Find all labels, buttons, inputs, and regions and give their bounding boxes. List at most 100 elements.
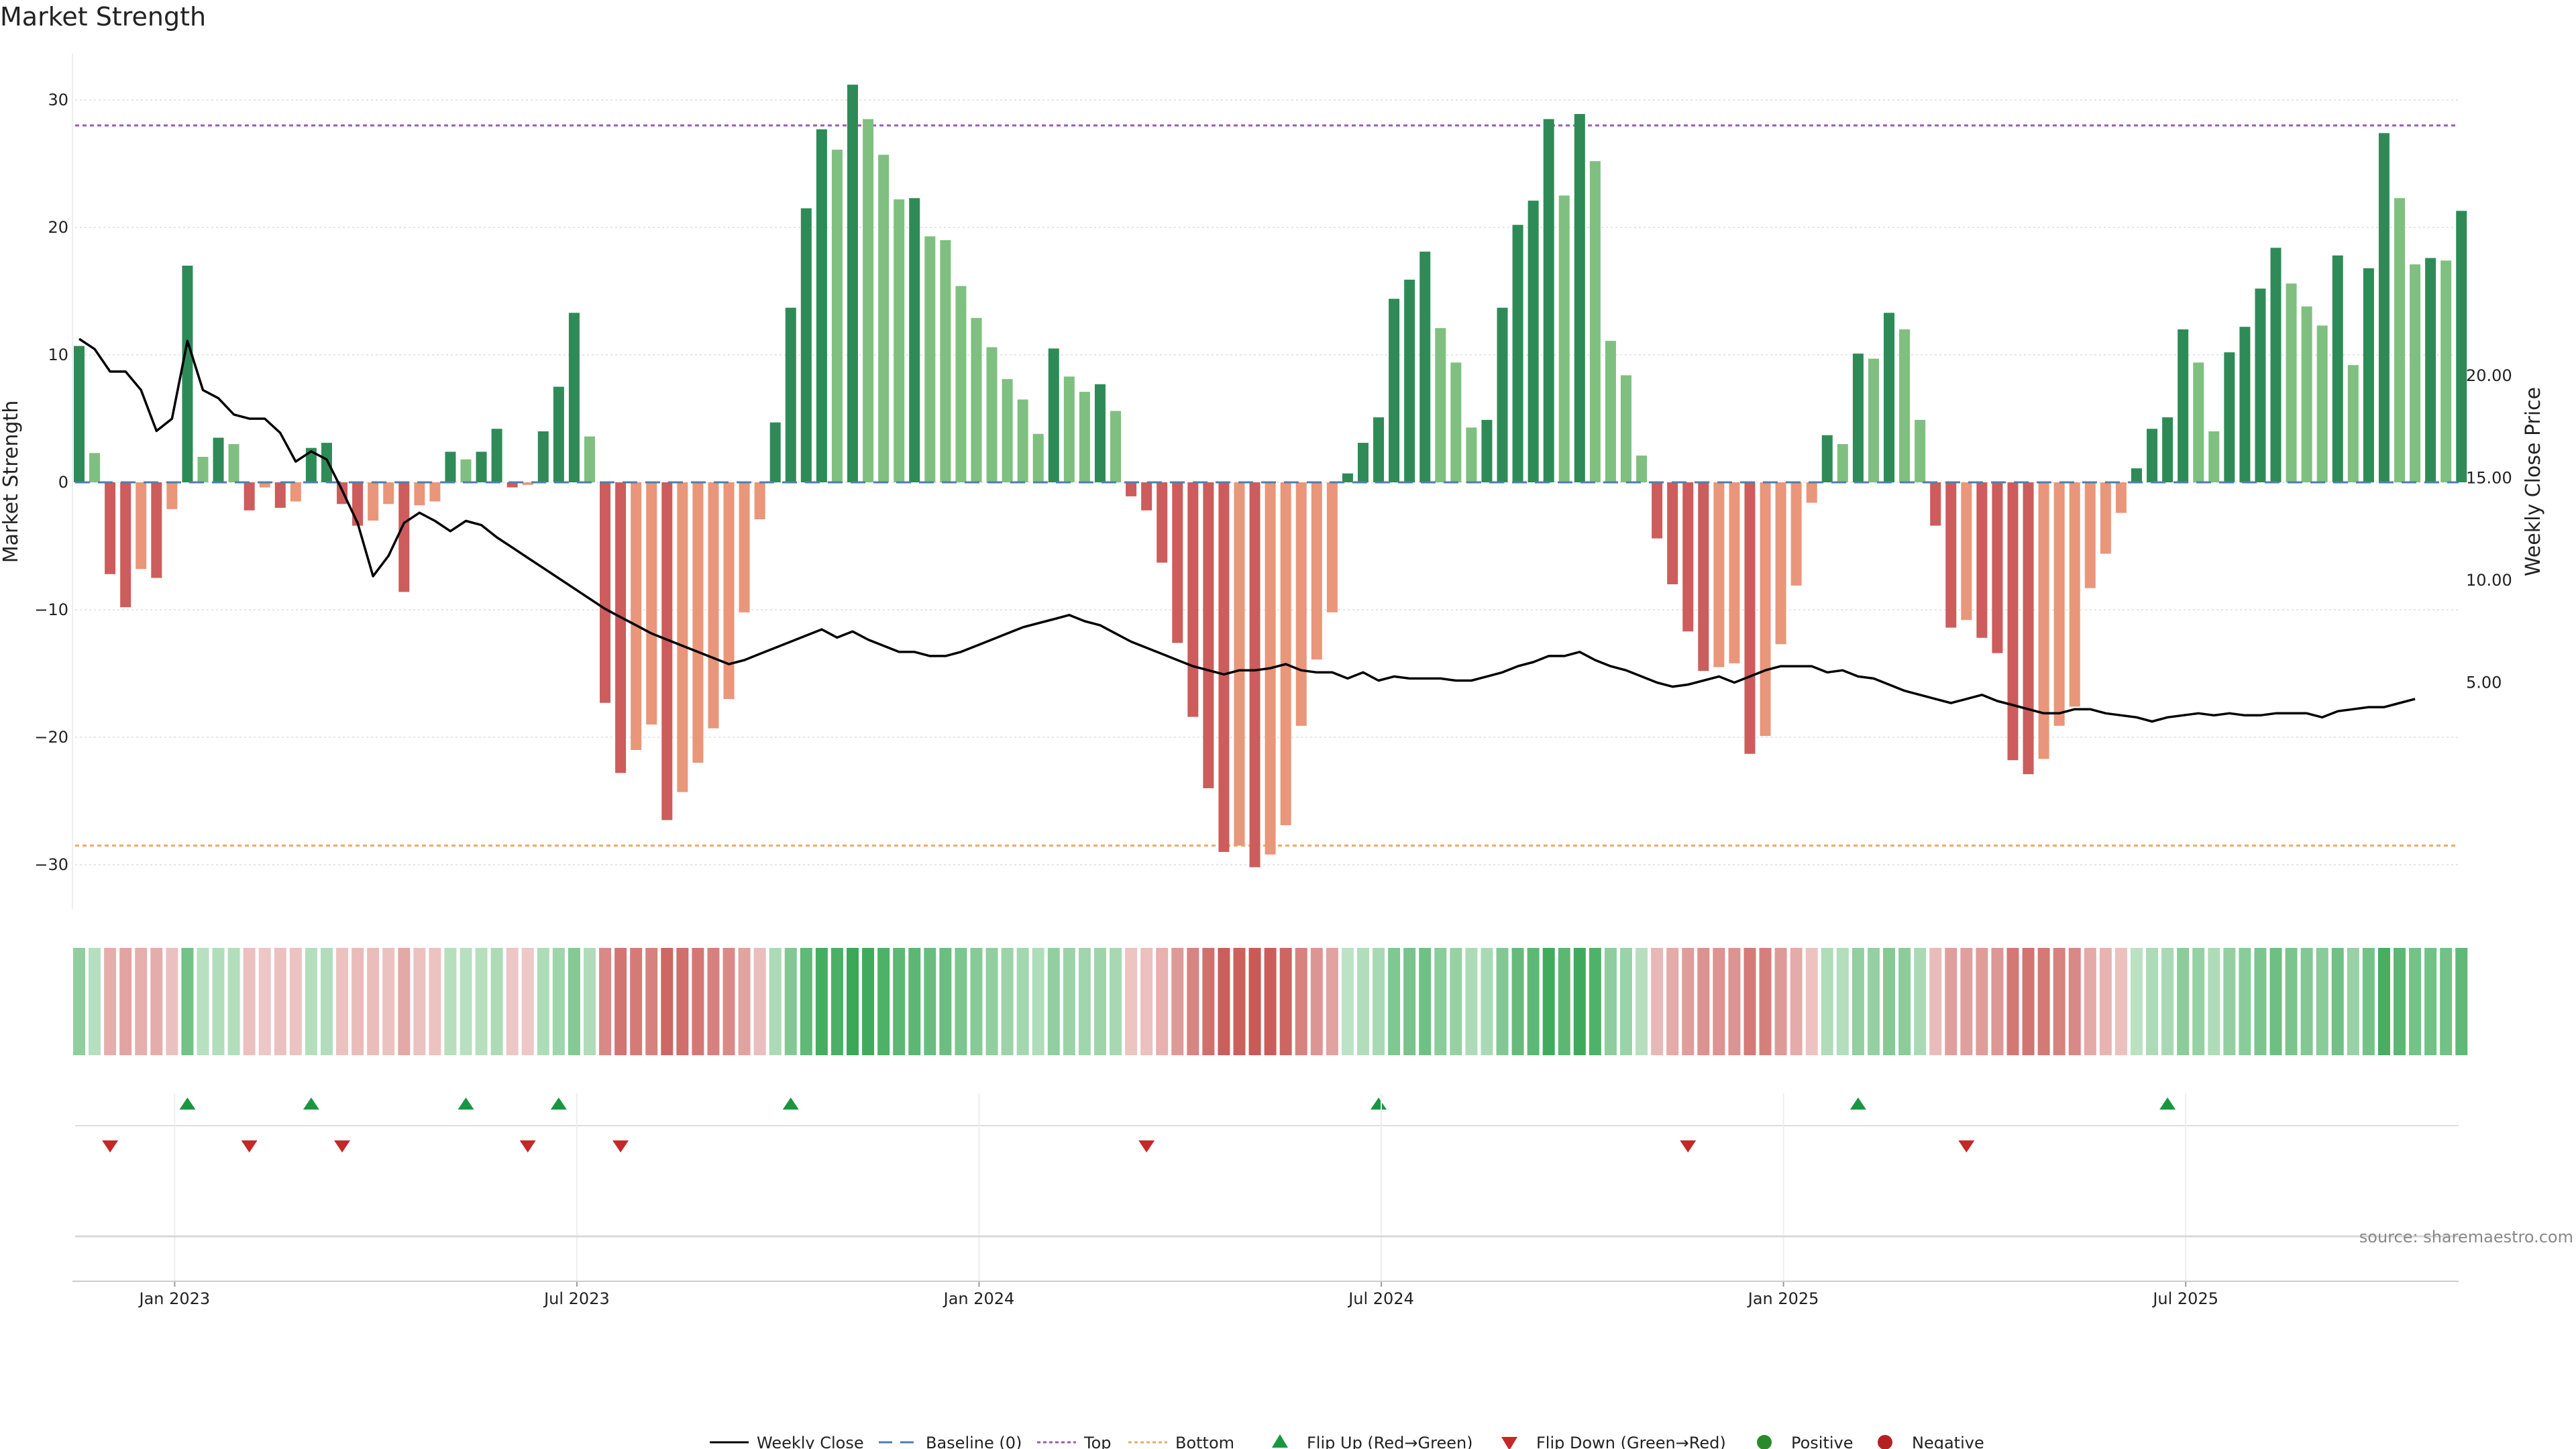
heat-cell	[166, 948, 178, 1055]
strength-bar	[1930, 482, 1941, 526]
heat-cell	[1851, 948, 1864, 1055]
strength-bar	[506, 482, 518, 488]
heat-cell	[1604, 948, 1617, 1055]
heat-cell	[2146, 948, 2159, 1055]
strength-bar	[460, 459, 472, 482]
heat-cell	[320, 948, 333, 1055]
strength-bar	[2115, 482, 2127, 513]
strength-bar	[1589, 161, 1601, 482]
heat-cell	[1697, 948, 1710, 1055]
flip-up-marker	[458, 1097, 474, 1110]
strength-bar	[971, 317, 982, 482]
strength-bar	[1868, 358, 1879, 482]
legend-swatch-positive	[1757, 1435, 1772, 1449]
heat-cell	[1836, 948, 1849, 1055]
strength-bar	[1961, 482, 1972, 621]
strength-bar	[1621, 375, 1631, 482]
strength-bar	[584, 436, 595, 482]
heat-cell	[2114, 948, 2127, 1055]
heat-cell	[939, 948, 952, 1055]
strength-bar	[1837, 444, 1848, 482]
heat-cell	[119, 948, 132, 1055]
heat-cell	[2316, 948, 2328, 1055]
strength-bar	[1126, 482, 1137, 496]
legend-label: Positive	[1791, 1434, 1854, 1449]
strength-bar	[1713, 482, 1725, 667]
strength-bar	[615, 482, 627, 773]
strength-bar	[290, 482, 301, 502]
heat-cell	[1774, 948, 1787, 1055]
strength-bar	[2162, 417, 2174, 482]
strength-bar	[89, 453, 101, 482]
heat-cell	[583, 948, 596, 1055]
strength-bar	[2410, 264, 2421, 482]
heat-cell	[537, 948, 549, 1055]
heat-cell	[2455, 948, 2468, 1055]
strength-bar	[600, 482, 611, 703]
legend-item: Weekly Close	[710, 1434, 864, 1449]
heat-cell	[1542, 948, 1555, 1055]
heat-cell	[197, 948, 209, 1055]
heat-cell	[444, 948, 457, 1055]
strength-bar	[739, 482, 750, 612]
strength-bar	[2332, 255, 2343, 482]
flip-up-marker	[303, 1097, 319, 1110]
strength-bar	[800, 208, 812, 482]
heat-cell	[1093, 948, 1106, 1055]
heat-cell	[1620, 948, 1632, 1055]
heat-cell	[2099, 948, 2112, 1055]
strength-bar	[955, 286, 967, 482]
strength-bar	[1512, 225, 1523, 482]
strength-bar	[754, 482, 765, 520]
heat-cell	[2347, 948, 2359, 1055]
heat-cell	[367, 948, 380, 1055]
heat-cell	[1001, 948, 1014, 1055]
legend-label: Flip Up (Red→Green)	[1307, 1434, 1473, 1449]
heat-cell	[568, 948, 580, 1055]
legend-label: Negative	[1912, 1434, 1984, 1449]
heat-cell	[1496, 948, 1509, 1055]
strength-bar	[2347, 365, 2359, 482]
heat-cell	[645, 948, 658, 1055]
flip-down-marker	[1958, 1140, 1975, 1152]
heat-cell	[1156, 948, 1169, 1055]
y-tick-label-left: −20	[34, 728, 68, 747]
heat-cell	[382, 948, 395, 1055]
heat-cell	[1187, 948, 1199, 1055]
heat-cell	[1790, 948, 1803, 1055]
heat-cell	[1403, 948, 1416, 1055]
heat-cell	[847, 948, 859, 1055]
strength-bar	[708, 482, 719, 729]
flip-up-marker	[782, 1097, 799, 1110]
heat-cell	[985, 948, 998, 1055]
strength-bar	[2023, 482, 2034, 775]
strength-bar	[1342, 473, 1353, 482]
heat-cell	[1016, 948, 1029, 1055]
strength-bar	[568, 313, 580, 482]
x-tick-label: Jul 2023	[543, 1289, 610, 1308]
heat-cell	[2331, 948, 2344, 1055]
x-tick-label: Jan 2023	[138, 1289, 211, 1308]
strength-bar	[1574, 113, 1585, 482]
y-tick-label-left: 30	[48, 91, 68, 109]
heat-cell	[722, 948, 735, 1055]
strength-bar	[1790, 482, 1802, 586]
heat-cell	[955, 948, 967, 1055]
heat-cell	[89, 948, 101, 1055]
heat-cell	[1589, 948, 1601, 1055]
heat-cell	[924, 948, 936, 1055]
strength-bar	[2239, 327, 2251, 482]
strength-bar	[1744, 482, 1756, 754]
strength-bar	[537, 431, 549, 482]
strength-bar	[986, 347, 998, 482]
y-tick-label-right: 10.00	[2466, 571, 2512, 590]
heat-cell	[1356, 948, 1369, 1055]
flip-down-marker	[1680, 1140, 1697, 1152]
strength-bar	[677, 482, 688, 792]
strength-bar	[894, 199, 905, 482]
heat-cell	[769, 948, 782, 1055]
heat-cell	[830, 948, 843, 1055]
strength-bar	[1652, 482, 1663, 539]
heat-cell	[2394, 948, 2406, 1055]
heat-cell	[1991, 948, 2004, 1055]
